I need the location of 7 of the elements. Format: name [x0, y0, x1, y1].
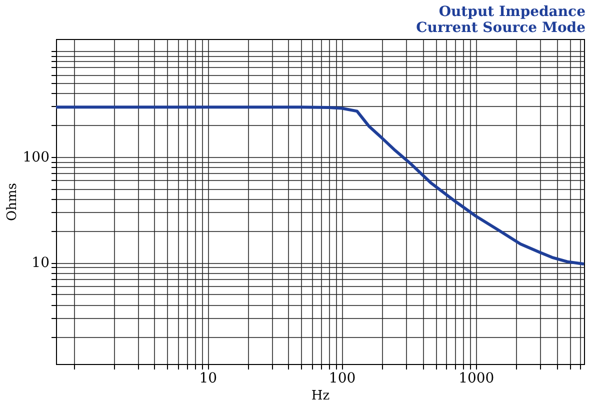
text: Current Source Mode	[416, 20, 586, 36]
x-axis-title: Hz	[311, 388, 330, 404]
x-tick-label: 100	[328, 370, 356, 386]
y-axis-title: Ohms	[4, 182, 20, 222]
text: Output Impedance	[438, 4, 586, 20]
x-tick-label: 1000	[458, 370, 494, 386]
x-tick-label: 10	[199, 370, 218, 386]
